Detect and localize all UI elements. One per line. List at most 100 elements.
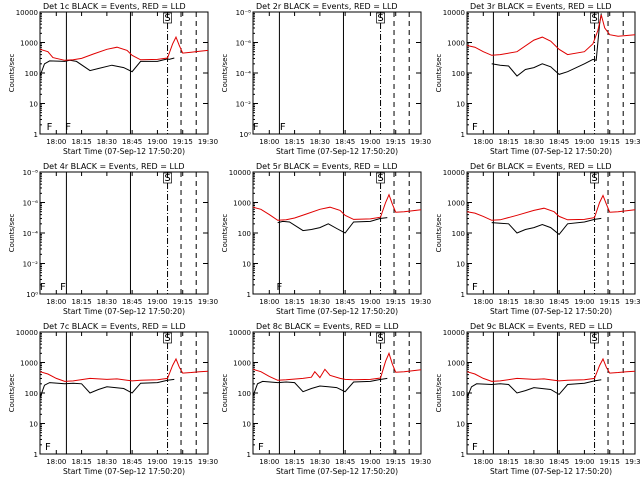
x-tick-label: 19:15	[600, 458, 620, 466]
marker-box	[590, 12, 599, 24]
y-tick-label: 10	[242, 261, 251, 269]
x-tick-label: 18:00	[46, 458, 66, 466]
series-events-line	[39, 378, 175, 398]
x-axis-label: Start Time (07-Sep-12 17:50:20)	[63, 467, 185, 476]
x-tick-label: 19:00	[360, 458, 380, 466]
y-axis-label: Counts/sec	[221, 374, 229, 413]
x-tick-label: 18:30	[97, 298, 117, 306]
panel-title: Det 5r BLACK = Events, RED = LLD	[256, 162, 398, 171]
x-tick-label: 19:30	[198, 138, 218, 146]
marker-box	[163, 332, 172, 344]
x-tick-label: 19:15	[600, 298, 620, 306]
panel-title: Det 4r BLACK = Events, RED = LLD	[43, 162, 185, 171]
x-tick-label: 18:30	[97, 138, 117, 146]
y-tick-label: 1	[461, 291, 465, 299]
x-tick-label: 19:30	[198, 458, 218, 466]
y-tick-label: 1	[34, 451, 38, 459]
panel-det-5: Det 5r BLACK = Events, RED = LLD 1 10 100 10…	[221, 162, 431, 316]
y-tick-label: 100	[452, 70, 465, 78]
marker-label: F	[65, 122, 71, 133]
y-tick-label: 10⁻⁸	[236, 9, 252, 17]
y-tick-label: 10⁻²	[236, 101, 252, 109]
x-tick-label: 18:15	[71, 138, 91, 146]
x-tick-label: 19:30	[198, 298, 218, 306]
y-tick-label: 1000	[233, 200, 251, 208]
marker-label: S	[591, 333, 597, 344]
y-tick-label: 10	[242, 421, 251, 429]
marker-label: F	[472, 282, 478, 293]
panel-det-3: Det 3r BLACK = Events, RED = LLD 1 10 100 10…	[435, 2, 640, 156]
y-tick-label: 10⁻⁶	[236, 40, 252, 48]
panel-title: Det 8c BLACK = Events, RED = LLD	[256, 322, 399, 331]
marker-label: F	[472, 442, 478, 453]
marker-label: F	[40, 282, 46, 293]
x-tick-label: 19:00	[574, 458, 594, 466]
marker-box	[163, 172, 172, 184]
y-axis-label: Counts/sec	[435, 214, 443, 253]
x-tick-label: 19:00	[147, 138, 167, 146]
series-lld-line	[466, 14, 636, 56]
marker-label: F	[45, 442, 51, 453]
y-tick-label: 100	[25, 390, 38, 398]
x-tick-label: 18:30	[524, 298, 544, 306]
y-tick-label: 10⁻²	[23, 261, 39, 269]
series-lld-line	[466, 194, 636, 221]
y-tick-label: 10000	[443, 329, 465, 337]
x-tick-label: 18:45	[549, 458, 569, 466]
x-axis-label: Start Time (07-Sep-12 17:50:20)	[490, 307, 612, 316]
x-tick-label: 18:15	[284, 458, 304, 466]
x-tick-label: 18:45	[549, 138, 569, 146]
x-axis-label: Start Time (07-Sep-12 17:50:20)	[490, 147, 612, 156]
series-events-line	[466, 379, 602, 398]
x-tick-label: 18:30	[524, 458, 544, 466]
y-tick-label: 10⁻⁴	[236, 70, 252, 78]
y-tick-label: 10000	[16, 9, 38, 17]
series-events-line	[252, 377, 388, 397]
x-axis-label: Start Time (07-Sep-12 17:50:20)	[276, 147, 398, 156]
y-tick-label: 10⁻⁸	[23, 169, 39, 177]
x-tick-label: 19:00	[574, 298, 594, 306]
x-tick-label: 18:15	[284, 138, 304, 146]
x-axis-label: Start Time (07-Sep-12 17:50:20)	[276, 307, 398, 316]
x-tick-label: 19:15	[386, 138, 406, 146]
x-tick-label: 18:45	[122, 458, 142, 466]
marker-label: F	[472, 122, 478, 133]
y-tick-label: 10	[29, 101, 38, 109]
x-tick-label: 19:15	[386, 458, 406, 466]
x-tick-label: 19:30	[411, 458, 431, 466]
x-tick-label: 18:15	[71, 458, 91, 466]
panel-title: Det 1c BLACK = Events, RED = LLD	[43, 2, 186, 11]
panel-title: Det 3r BLACK = Events, RED = LLD	[470, 2, 612, 11]
marker-label: S	[377, 173, 383, 184]
x-tick-label: 19:00	[360, 138, 380, 146]
marker-box	[590, 172, 599, 184]
y-tick-label: 100	[452, 230, 465, 238]
marker-label: S	[591, 173, 597, 184]
y-tick-label: 1	[461, 131, 465, 139]
panel-det-2: Det 2r BLACK = Events, RED = LLD 10⁰ 10⁻² 1…	[221, 2, 431, 156]
y-tick-label: 10	[456, 101, 465, 109]
x-tick-label: 18:45	[122, 138, 142, 146]
series-lld-line	[252, 351, 422, 381]
x-axis-label: Start Time (07-Sep-12 17:50:20)	[63, 147, 185, 156]
y-tick-label: 10⁰	[26, 291, 38, 299]
x-tick-label: 19:15	[173, 458, 193, 466]
x-tick-label: 19:30	[625, 298, 640, 306]
y-tick-label: 1000	[20, 40, 38, 48]
y-axis-label: Counts/sec	[221, 54, 229, 93]
x-tick-label: 19:30	[625, 458, 640, 466]
y-axis-label: Counts/sec	[435, 374, 443, 413]
y-tick-label: 100	[452, 390, 465, 398]
y-axis-label: Counts/sec	[8, 54, 16, 93]
series-lld-line	[39, 357, 209, 382]
x-tick-label: 18:00	[259, 298, 279, 306]
x-tick-label: 18:00	[259, 138, 279, 146]
x-tick-label: 18:00	[473, 298, 493, 306]
marker-label: F	[280, 122, 286, 133]
y-tick-label: 1000	[20, 360, 38, 368]
marker-box	[590, 332, 599, 344]
y-axis-label: Counts/sec	[435, 54, 443, 93]
y-tick-label: 1000	[233, 360, 251, 368]
x-tick-label: 19:30	[625, 138, 640, 146]
